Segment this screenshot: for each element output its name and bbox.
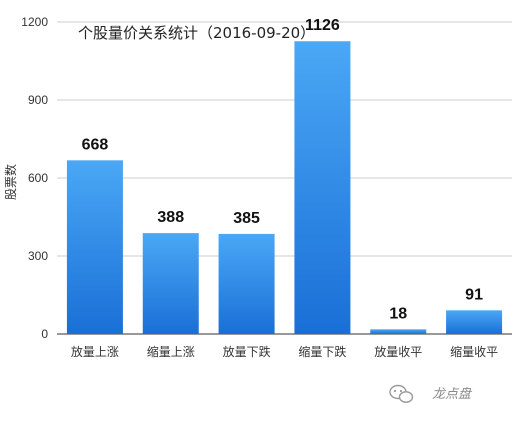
data-label: 18	[389, 305, 407, 322]
y-axis-ticks: 0 300 600 900 1200	[21, 15, 48, 341]
watermark: 龙点盘	[389, 384, 473, 403]
chart-title: 个股量价关系统计（2016-09-20）	[78, 24, 315, 42]
y-tick-label: 900	[28, 93, 48, 107]
x-category-label: 缩量下跌	[298, 344, 346, 359]
bar	[66, 160, 123, 334]
x-category-label: 放量上涨	[71, 344, 119, 359]
bar	[294, 41, 351, 335]
data-labels: 668 388 385 1126 18 91	[82, 17, 484, 322]
bar	[218, 233, 275, 334]
x-category-label: 缩量收平	[450, 344, 498, 359]
y-tick-label: 600	[28, 171, 48, 185]
bars	[66, 41, 503, 335]
wechat-icon	[389, 384, 414, 403]
bar	[142, 233, 199, 334]
data-label: 1126	[305, 17, 340, 34]
bar	[446, 310, 503, 334]
x-category-label: 放量收平	[374, 344, 422, 359]
watermark-text: 龙点盘	[432, 386, 473, 402]
x-axis-categories: 放量上涨 缩量上涨 放量下跌 缩量下跌 放量收平 缩量收平	[71, 344, 498, 359]
y-tick-label: 300	[28, 249, 48, 263]
y-axis-label: 股票数	[3, 164, 18, 200]
y-tick-label: 0	[41, 327, 48, 341]
bar	[370, 329, 427, 334]
gridlines	[57, 21, 512, 335]
y-tick-label: 1200	[21, 15, 48, 29]
data-label: 388	[157, 209, 184, 226]
x-category-label: 放量下跌	[223, 344, 271, 359]
data-label: 385	[233, 210, 260, 227]
data-label: 91	[465, 286, 483, 303]
x-category-label: 缩量上涨	[147, 344, 195, 359]
data-label: 668	[82, 136, 109, 153]
